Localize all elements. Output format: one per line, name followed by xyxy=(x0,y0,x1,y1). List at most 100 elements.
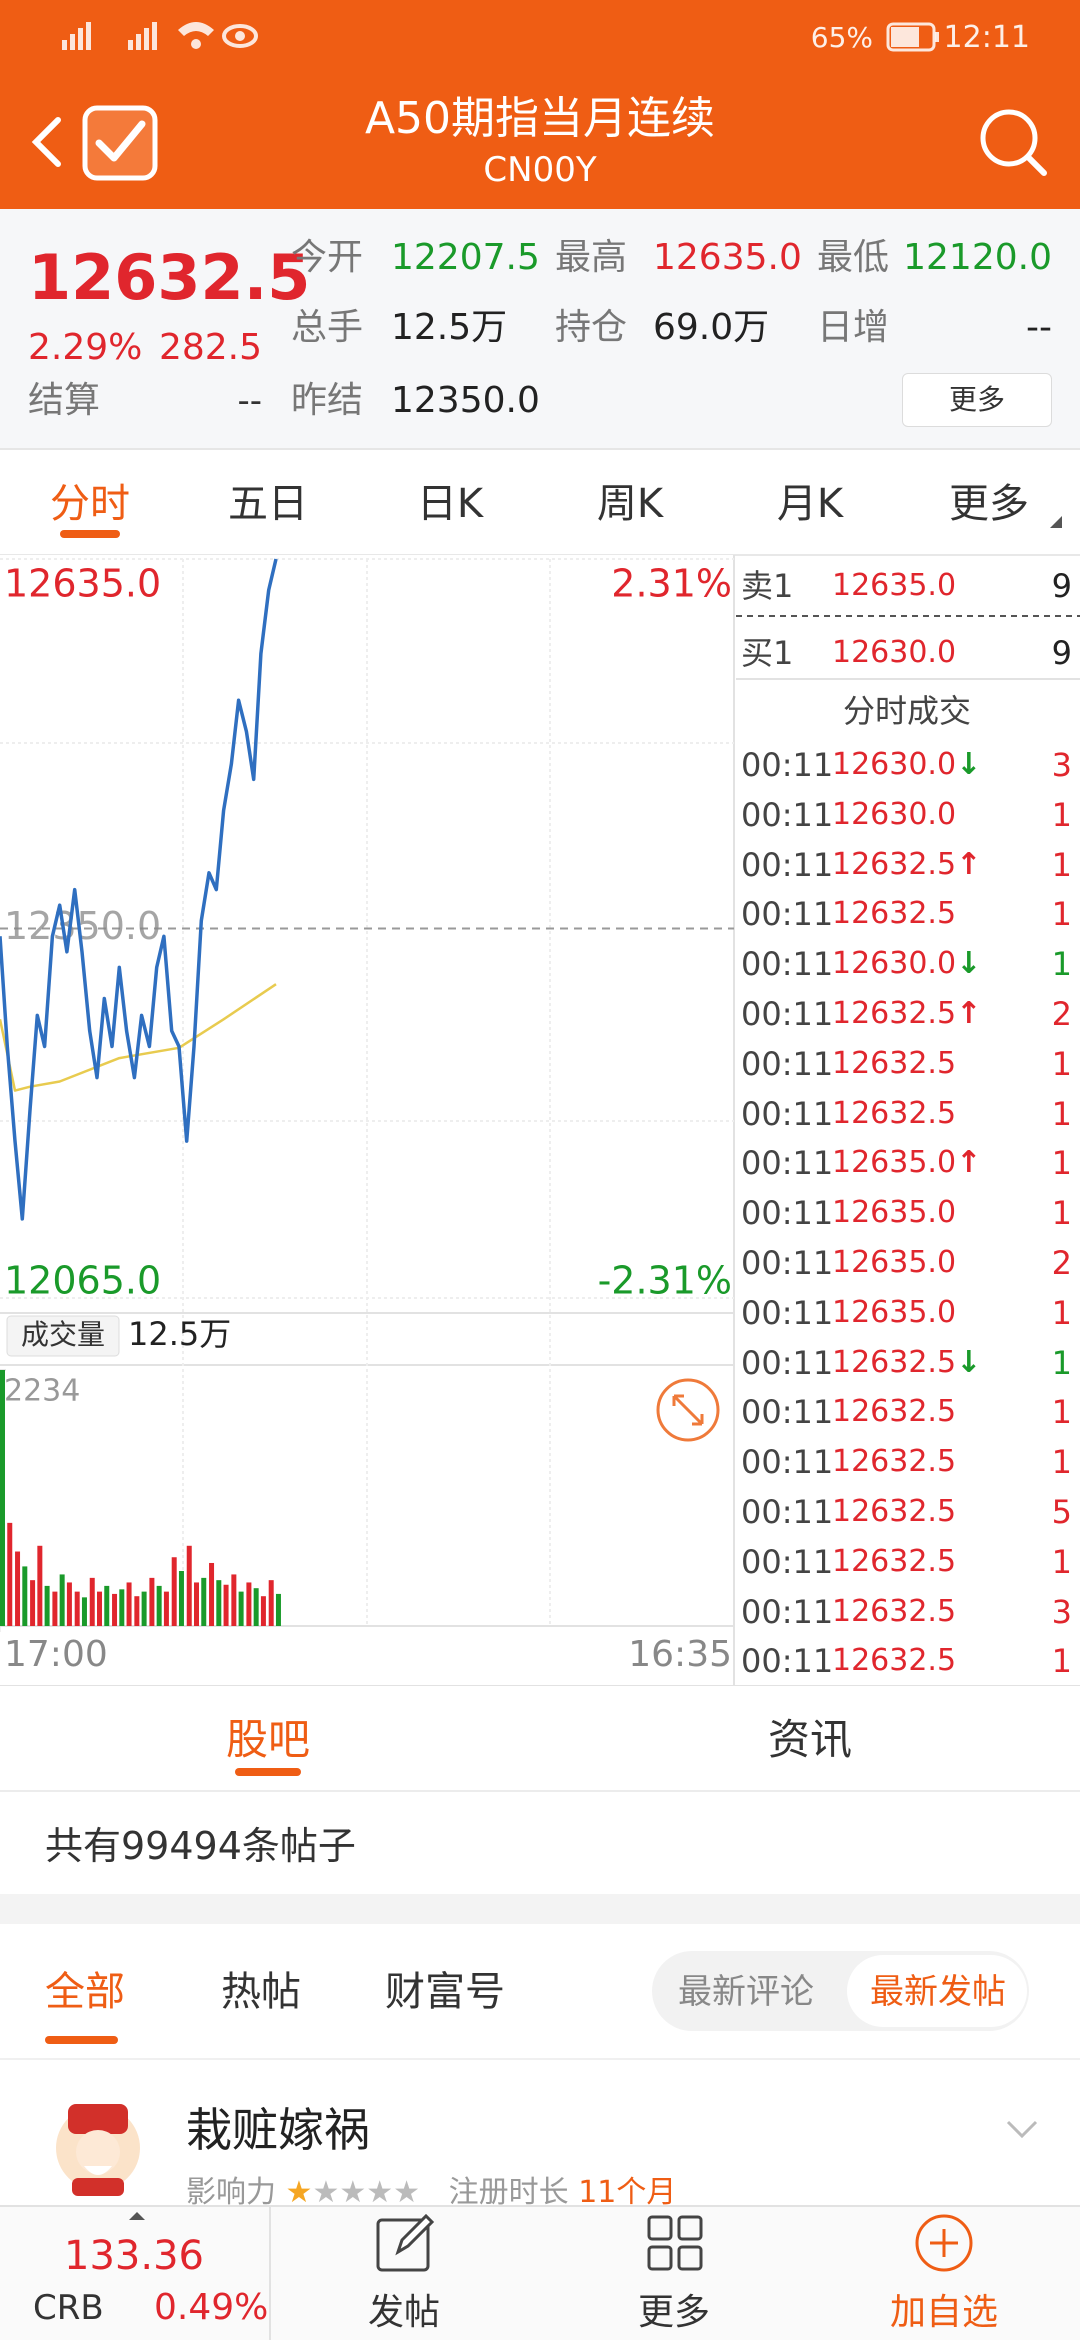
book-qty: 9 xyxy=(1051,567,1072,605)
trade-price: 12630.0↓ xyxy=(832,946,982,982)
bottom-action[interactable]: 加自选 xyxy=(889,2292,999,2333)
volume-bar xyxy=(268,1580,274,1626)
book-label: 卖1 xyxy=(741,567,794,605)
trade-time: 00:11 xyxy=(741,845,834,884)
post-author[interactable]: 栽赃嫁祸 xyxy=(186,2103,370,2157)
more-button[interactable] xyxy=(902,373,1052,427)
quote-panel xyxy=(0,209,1080,450)
period-tab[interactable]: 更多 xyxy=(949,481,1029,527)
period-tab[interactable]: 分时 xyxy=(50,481,130,527)
bottom-bar xyxy=(0,2205,1080,2340)
period-tab[interactable]: 日K xyxy=(416,481,484,527)
filter-tab[interactable]: 全部 xyxy=(45,1969,125,2015)
header-icons xyxy=(31,22,1047,181)
trade-qty: 1 xyxy=(1051,895,1072,934)
battery-level xyxy=(891,27,919,47)
volume-bar xyxy=(156,1585,162,1626)
volume-bar xyxy=(186,1545,192,1626)
intraday-chart: 12635.0 12350.0 12065.0 2.31% -2.31% 17:00 16:… xyxy=(0,555,1080,1686)
trade-qty: 5 xyxy=(1051,1493,1072,1531)
field-label: 最低 xyxy=(817,237,890,278)
volume-bar xyxy=(134,1596,140,1626)
trade-price: 12630.0↓ xyxy=(832,747,982,782)
volume-bar xyxy=(246,1582,252,1626)
trade-price: 12635.0↑ xyxy=(832,1145,982,1181)
back-button[interactable] xyxy=(31,117,61,167)
trade-time: 00:11 xyxy=(741,895,834,934)
trade-time: 00:11 xyxy=(741,1194,834,1233)
volume-bar xyxy=(275,1593,281,1626)
trade-qty: 1 xyxy=(1051,1343,1072,1382)
section-tab[interactable]: 资讯 xyxy=(767,1715,853,1764)
field-label: 昨结 xyxy=(291,380,364,421)
trade-time: 00:11 xyxy=(741,1343,834,1382)
index-change[interactable]: 0.49% xyxy=(154,2287,269,2328)
period-tab[interactable]: 月K xyxy=(776,481,844,527)
filter-tab[interactable]: 热帖 xyxy=(221,1969,301,2015)
book-label: 买1 xyxy=(741,634,794,672)
battery-text: 65% xyxy=(810,21,873,54)
field-value: 12207.5 xyxy=(391,237,540,278)
trade-time: 00:11 xyxy=(741,1493,834,1531)
volume-bar xyxy=(37,1545,43,1626)
period-tab[interactable]: 周K xyxy=(596,481,664,527)
reg-value: 11个月 xyxy=(578,2175,677,2210)
volume-bar xyxy=(126,1582,132,1626)
trade-time: 00:11 xyxy=(741,995,834,1033)
settle-value: -- xyxy=(237,381,262,421)
section-tab[interactable]: 股吧 xyxy=(225,1715,311,1764)
trade-price: 12635.0 xyxy=(832,1195,957,1231)
trade-qty: 3 xyxy=(1051,1592,1072,1631)
field-label: 总手 xyxy=(291,307,364,348)
trade-time: 00:11 xyxy=(741,1244,834,1282)
battery-icon xyxy=(886,22,936,52)
field-label: 持仓 xyxy=(555,307,628,348)
sort-option[interactable]: 最新发帖 xyxy=(870,1972,1006,2012)
field-value: -- xyxy=(1026,307,1052,348)
y2-tick-label: -2.31% xyxy=(598,1259,732,1303)
trade-price: 12632.5↑ xyxy=(832,846,982,882)
x-tick-label: 16:35 xyxy=(628,1634,732,1675)
filter-tab[interactable]: 财富号 xyxy=(385,1969,505,2015)
trade-qty: 2 xyxy=(1051,1244,1072,1282)
volume-bar xyxy=(44,1585,50,1626)
volume-bar xyxy=(74,1591,80,1626)
stars-empty: ★★★★ xyxy=(312,2175,421,2210)
sort-option[interactable]: 最新评论 xyxy=(678,1972,814,2012)
volume-bar xyxy=(178,1570,184,1626)
add-watch-icon[interactable] xyxy=(913,2212,975,2274)
trade-time: 00:11 xyxy=(741,1094,834,1133)
trade-arrow: ↓ xyxy=(956,747,982,782)
expand-icon xyxy=(672,1394,704,1426)
more-button-text[interactable]: 更多 xyxy=(948,383,1006,416)
bottom-action[interactable]: 发帖 xyxy=(367,2292,441,2333)
index-value[interactable]: 133.36 xyxy=(64,2233,204,2279)
volume-bar xyxy=(59,1574,65,1626)
volume-bar xyxy=(149,1577,155,1626)
bottom-action[interactable]: 更多 xyxy=(637,2292,711,2333)
trade-price: 12635.0 xyxy=(832,1245,957,1280)
trade-price: 12630.0 xyxy=(832,796,957,832)
trade-qty: 1 xyxy=(1051,845,1072,884)
search-button[interactable] xyxy=(980,109,1038,167)
trade-qty: 1 xyxy=(1051,1542,1072,1581)
filter-underline xyxy=(45,2036,118,2044)
volume-bar xyxy=(231,1574,237,1626)
battery-tip xyxy=(935,32,939,42)
volume-total: 12.5万 xyxy=(128,1315,231,1353)
y-tick-label: 12635.0 xyxy=(4,562,161,606)
more-icon[interactable] xyxy=(646,2214,704,2272)
trade-price: 12632.5 xyxy=(832,1643,957,1679)
trade-time: 00:11 xyxy=(741,1542,834,1581)
expand-button[interactable] xyxy=(656,1378,720,1442)
post-icon[interactable] xyxy=(374,2212,436,2274)
period-tab[interactable]: 五日 xyxy=(228,481,308,527)
expand-chevron[interactable] xyxy=(1004,2118,1040,2142)
trade-price: 12632.5 xyxy=(832,1543,957,1579)
volume-bar xyxy=(216,1580,222,1626)
trade-time: 00:11 xyxy=(741,746,834,784)
trade-time: 00:11 xyxy=(741,1393,834,1432)
trade-arrow: ↑ xyxy=(956,996,982,1031)
index-name[interactable]: CRB xyxy=(33,2288,104,2328)
